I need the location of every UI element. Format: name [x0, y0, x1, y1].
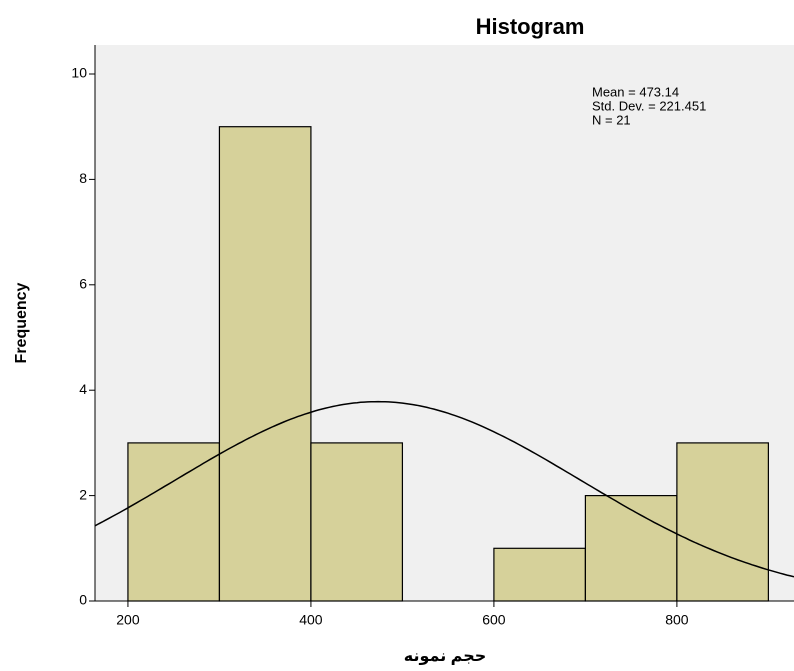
bar — [677, 443, 768, 601]
x-tick-label: 400 — [299, 612, 323, 628]
y-tick-label: 0 — [79, 592, 87, 608]
y-tick-label: 8 — [79, 170, 87, 186]
x-axis-title: حجم نمونه — [404, 648, 487, 665]
y-tick-label: 2 — [79, 486, 87, 502]
y-tick-label: 6 — [79, 276, 87, 292]
bar — [219, 127, 310, 601]
chart-title: Histogram — [476, 14, 585, 39]
stat-label: N = 21 — [592, 112, 631, 127]
x-tick-label: 800 — [665, 612, 689, 628]
x-tick-label: 600 — [482, 612, 506, 628]
chart: Histogram حجم نمونه Frequency 0 2 4 6 8 10 200… — [0, 0, 794, 671]
bar — [128, 443, 219, 601]
y-tick-label: 4 — [79, 381, 87, 397]
page: {"chart_data": {"type": "histogram", "ti… — [0, 0, 794, 671]
y-tick-label: 10 — [71, 65, 87, 81]
bar — [311, 443, 402, 601]
bar — [494, 548, 585, 601]
stat-label: Std. Dev. = 221.451 — [592, 98, 706, 113]
y-axis-title: Frequency — [13, 282, 30, 363]
x-tick-label: 200 — [116, 612, 140, 628]
bar — [585, 496, 676, 601]
stat-label: Mean = 473.14 — [592, 84, 679, 99]
